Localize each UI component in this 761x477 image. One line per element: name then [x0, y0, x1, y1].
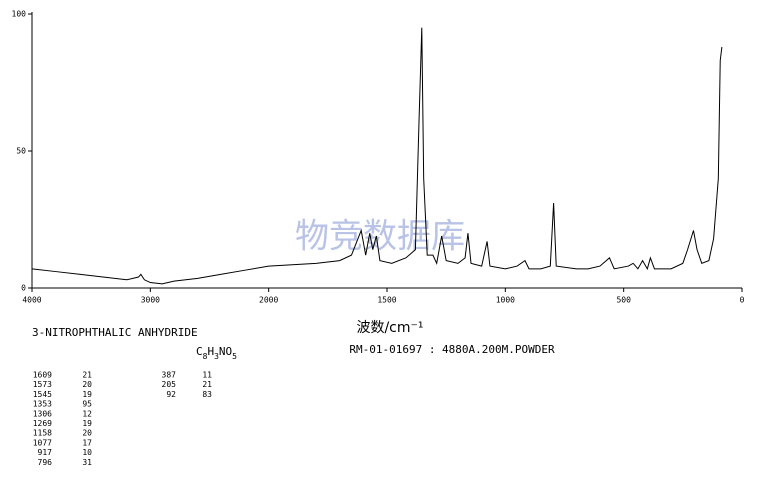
- peak-wavenumber: 205: [162, 380, 177, 389]
- peak-intensity: 21: [202, 380, 212, 389]
- peak-wavenumber: 1306: [33, 409, 52, 418]
- compound-name: 3-NITROPHTHALIC ANHYDRIDE: [32, 326, 198, 339]
- x-tick-label: 1000: [496, 296, 515, 305]
- peak-intensity: 19: [82, 419, 92, 428]
- peak-wavenumber: 1158: [33, 429, 52, 438]
- peak-wavenumber: 796: [38, 458, 53, 467]
- peak-wavenumber: 1269: [33, 419, 52, 428]
- peak-intensity: 83: [202, 390, 212, 399]
- peak-wavenumber: 1573: [33, 380, 52, 389]
- peak-intensity: 95: [82, 400, 92, 409]
- peak-wavenumber: 917: [38, 448, 53, 457]
- x-tick-label: 2000: [259, 296, 278, 305]
- x-tick-label: 3000: [141, 296, 160, 305]
- peak-wavenumber: 1609: [33, 371, 52, 380]
- peak-intensity: 20: [82, 429, 92, 438]
- peak-intensity: 17: [82, 438, 92, 447]
- peak-intensity: 20: [82, 380, 92, 389]
- peak-intensity: 19: [82, 390, 92, 399]
- peak-intensity: 12: [82, 409, 92, 418]
- y-tick-label: 0: [21, 284, 26, 293]
- watermark: 物竞数据库: [295, 217, 465, 257]
- peak-intensity: 21: [82, 371, 92, 380]
- peak-wavenumber: 1353: [33, 400, 52, 409]
- peak-wavenumber: 92: [166, 390, 176, 399]
- x-tick-label: 1500: [377, 296, 396, 305]
- peak-wavenumber: 1077: [33, 438, 52, 447]
- y-tick-label: 100: [12, 10, 27, 19]
- x-tick-label: 4000: [22, 296, 41, 305]
- x-tick-label: 500: [616, 296, 631, 305]
- spectrum-line: [31, 27, 723, 285]
- peak-intensity: 10: [82, 448, 92, 457]
- peak-intensity: 31: [82, 458, 92, 467]
- peak-intensity: 11: [202, 371, 212, 380]
- y-tick-label: 50: [16, 147, 26, 156]
- peak-wavenumber: 387: [162, 371, 177, 380]
- sample-info: RM-01-01697 : 4880A.200M.POWDER: [349, 343, 555, 356]
- formula: C8H3NO5: [196, 345, 237, 361]
- x-tick-label: 0: [740, 296, 745, 305]
- x-axis-label: 波数/cm⁻¹: [356, 320, 423, 336]
- peak-wavenumber: 1545: [33, 390, 52, 399]
